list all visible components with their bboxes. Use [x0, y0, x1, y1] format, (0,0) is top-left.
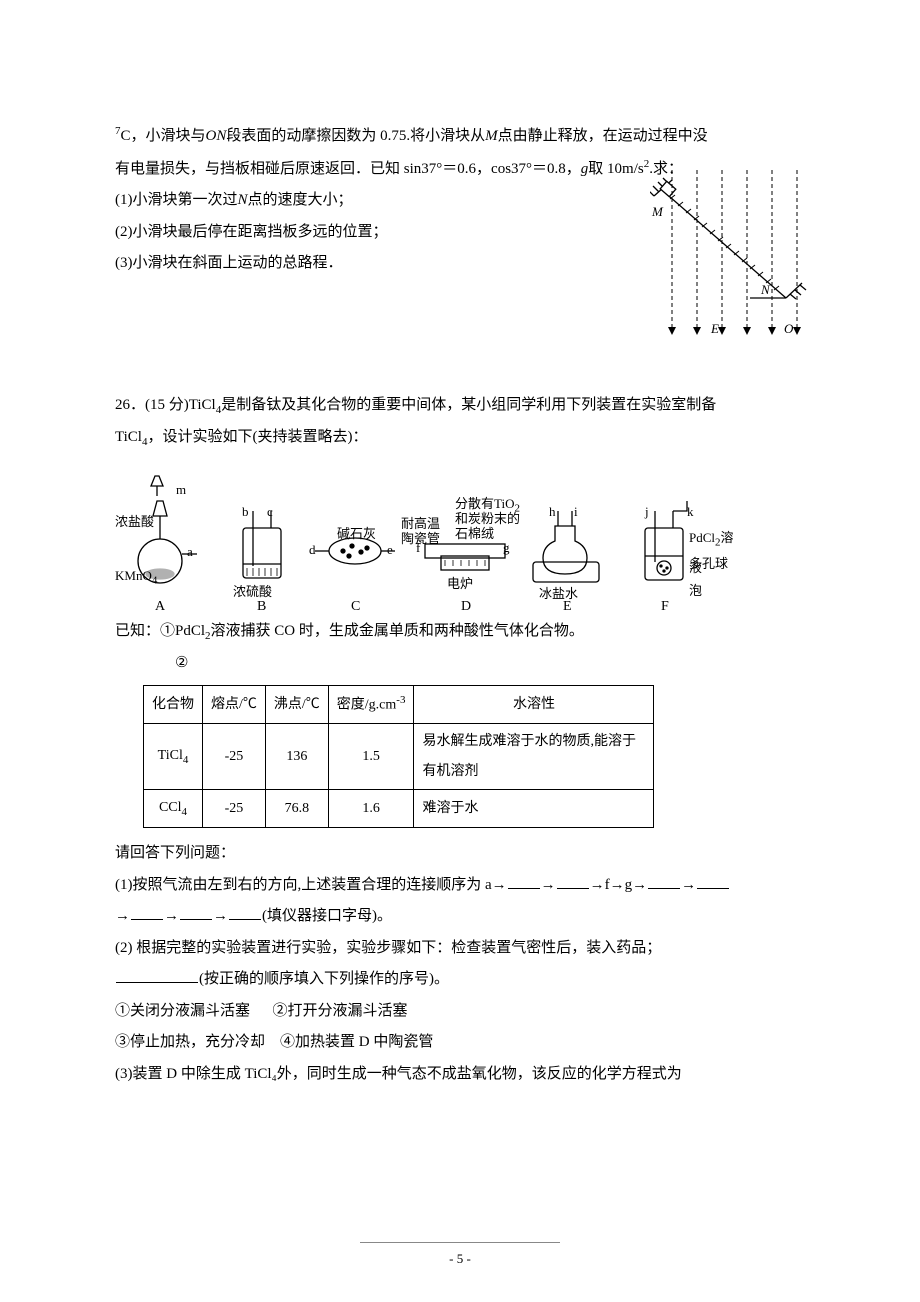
lbl-a: a	[187, 538, 193, 565]
lbl-e: e	[387, 536, 393, 563]
page-number: - 5 -	[449, 1251, 471, 1266]
label-O: O	[784, 321, 794, 336]
th-sol: 水溶性	[414, 686, 654, 724]
p26-answer: 请回答下列问题：	[115, 838, 805, 870]
p26-q3: (3)装置 D 中除生成 TiCl₄外，同时生成一种气态不成盐氧化物，该反应的化…	[115, 1059, 805, 1091]
blank[interactable]	[508, 872, 540, 889]
td: -25	[203, 724, 266, 790]
lbl-d: d	[309, 536, 316, 563]
page-footer: - 5 -	[0, 1242, 920, 1272]
lbl-jian: 碱石灰	[337, 520, 376, 547]
td: 易水解生成难溶于水的物质,能溶于有机溶剂	[414, 724, 654, 790]
p26-intro-l2: TiCl4，设计实验如下(夹持装置略去)：	[115, 422, 805, 454]
page: 7C，小滑块与ON段表面的动摩擦因数为 0.75.将小滑块从M点由静止释放，在运…	[0, 0, 920, 1302]
p26-q2-l1: (2) 根据完整的实验装置进行实验，实验步骤如下：检查装置气密性后，装入药品；	[115, 933, 805, 965]
blank[interactable]	[697, 872, 729, 889]
blank[interactable]	[648, 872, 680, 889]
th-compound: 化合物	[144, 686, 203, 724]
table-row: TiCl4 -25 136 1.5 易水解生成难溶于水的物质,能溶于有机溶剂	[144, 724, 654, 790]
p25-q1: (1)小滑块第一次过N点的速度大小；	[115, 185, 645, 217]
label-E: E	[710, 321, 719, 336]
lbl-j: j	[645, 498, 649, 525]
cap-E: E	[563, 592, 572, 621]
blank[interactable]	[131, 904, 163, 921]
p26-q1-l1: (1)按照气流由左到右的方向,上述装置合理的连接顺序为 a→→→f→g→→	[115, 870, 805, 902]
lbl-f: f	[416, 534, 420, 561]
p26-q2-opts2: ③停止加热，充分冷却 ④加热装置 D 中陶瓷管	[115, 1027, 805, 1059]
p26-q2-l2: (按正确的顺序填入下列操作的序号)。	[115, 964, 805, 996]
cap-F: F	[661, 592, 669, 621]
lbl-kmno: KMnO	[115, 568, 152, 583]
lbl-taociguan: 陶瓷管	[401, 525, 440, 552]
p26-q2-opts1: ①关闭分液漏斗活塞 ②打开分液漏斗活塞	[115, 996, 805, 1028]
p25-line1: 7C，小滑块与ON段表面的动摩擦因数为 0.75.将小滑块从M点由静止释放，在运…	[115, 120, 805, 153]
lbl-i: i	[574, 498, 578, 525]
th-density: 密度/g.cm-3	[328, 686, 414, 724]
p25-q3: (3)小滑块在斜面上运动的总路程．	[115, 248, 645, 280]
td: CCl4	[144, 790, 203, 828]
blank[interactable]	[180, 904, 212, 921]
lbl-shimianrong: 石棉绒	[455, 520, 494, 547]
p26-intro-l1: 26．(15 分)TiCl4是制备钛及其化合物的重要中间体，某小组同学利用下列装…	[115, 390, 805, 422]
lbl-g: g	[503, 534, 510, 561]
td: 136	[265, 724, 328, 790]
label-M: M	[651, 204, 664, 219]
chemistry-apparatus: 浓盐酸 KMnO4 a m b c 浓硫酸 d e 碱石灰 耐高温 陶瓷管 f …	[115, 466, 735, 608]
p25-q2: (2)小滑块最后停在距离挡板多远的位置；	[115, 217, 645, 249]
blank[interactable]	[557, 872, 589, 889]
footer-rule	[360, 1242, 560, 1243]
blank[interactable]	[116, 967, 198, 984]
label-N: N	[760, 282, 771, 297]
lbl-c: c	[267, 498, 273, 525]
blank[interactable]	[229, 904, 261, 921]
td: -25	[203, 790, 266, 828]
td: TiCl4	[144, 724, 203, 790]
cap-B: B	[257, 592, 266, 621]
p26-known1: 已知：①PdCl2溶液捕获 CO 时，生成金属单质和两种酸性气体化合物。	[115, 616, 805, 648]
th-mp: 熔点/℃	[203, 686, 266, 724]
lbl-k: k	[687, 498, 694, 525]
cap-C: C	[351, 592, 360, 621]
lbl-h: h	[549, 498, 556, 525]
lbl-pdcl: PdCl	[689, 530, 715, 545]
table-row: 化合物 熔点/℃ 沸点/℃ 密度/g.cm-3 水溶性	[144, 686, 654, 724]
td: 1.6	[328, 790, 414, 828]
p26-known2: ②	[115, 648, 805, 680]
cap-A: A	[155, 592, 165, 621]
p26-q1-l2: →→→(填仪器接口字母)。	[115, 901, 805, 933]
td: 难溶于水	[414, 790, 654, 828]
compound-table: 化合物 熔点/℃ 沸点/℃ 密度/g.cm-3 水溶性 TiCl4 -25 13…	[143, 685, 654, 828]
th-bp: 沸点/℃	[265, 686, 328, 724]
physics-diagram: M N E O	[650, 170, 810, 345]
table-row: CCl4 -25 76.8 1.6 难溶于水	[144, 790, 654, 828]
cap-D: D	[461, 592, 471, 621]
lbl-nongyansuan: 浓盐酸	[115, 508, 154, 535]
lbl-bing: 冰盐水	[539, 580, 578, 607]
td: 1.5	[328, 724, 414, 790]
td: 76.8	[265, 790, 328, 828]
lbl-b: b	[242, 498, 249, 525]
problem-25-block: 7C，小滑块与ON段表面的动摩擦因数为 0.75.将小滑块从M点由静止释放，在运…	[115, 120, 805, 280]
lbl-duokong: 多孔球泡	[689, 550, 735, 605]
